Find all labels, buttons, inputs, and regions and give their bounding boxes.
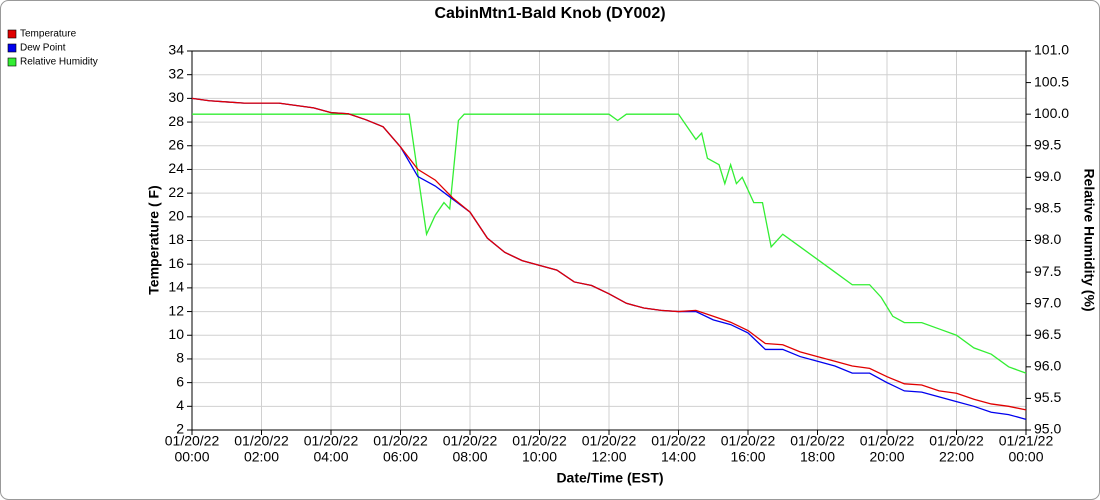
x-tick-label: 01/20/22: [860, 433, 915, 449]
x-tick-label: 01/20/22: [165, 433, 220, 449]
x-tick-label: 01/20/22: [443, 433, 498, 449]
x-tick-label: 18:00: [800, 449, 835, 465]
y-tick-label: 28: [168, 113, 184, 129]
legend-label: Temperature: [20, 29, 77, 40]
x-tick-label: 00:00: [174, 449, 209, 465]
y-tick-label: 16: [168, 255, 184, 271]
y2-tick-label: 100.5: [1034, 73, 1069, 89]
chart-title: CabinMtn1-Bald Knob (DY002): [434, 5, 665, 22]
y-tick-label: 24: [168, 160, 184, 176]
legend-label: Dew Point: [20, 43, 66, 54]
y-tick-label: 12: [168, 302, 184, 318]
x-tick-label: 01/20/22: [512, 433, 567, 449]
x-tick-label: 14:00: [661, 449, 696, 465]
y2-tick-label: 96.5: [1034, 326, 1061, 342]
y2-tick-label: 99.5: [1034, 136, 1061, 152]
y2-tick-label: 95.0: [1034, 421, 1061, 437]
x-tick-label: 08:00: [452, 449, 487, 465]
x-tick-label: 01/20/22: [651, 433, 706, 449]
y-tick-label: 14: [168, 279, 184, 295]
y2-tick-label: 100.0: [1034, 105, 1069, 121]
series-line: [191, 97, 1027, 411]
x-tick-label: 01/20/22: [582, 433, 637, 449]
x-tick-label: 01/20/22: [721, 433, 776, 449]
y-tick-label: 34: [168, 42, 184, 58]
x-tick-label: 10:00: [522, 449, 557, 465]
y-tick-label: 2: [176, 421, 184, 437]
legend-swatch: [7, 29, 17, 39]
x-tick-label: 02:00: [244, 449, 279, 465]
y-tick-label: 30: [168, 89, 184, 105]
y2-tick-label: 95.5: [1034, 389, 1061, 405]
y-tick-label: 6: [176, 373, 184, 389]
y-tick-label: 4: [176, 397, 184, 413]
x-tick-label: 04:00: [313, 449, 348, 465]
y-tick-label: 26: [168, 136, 184, 152]
y-tick-label: 8: [176, 350, 184, 366]
y-tick-label: 10: [168, 326, 184, 342]
x-tick-label: 01/20/22: [790, 433, 845, 449]
y-tick-label: 20: [168, 208, 184, 224]
legend-label: Relative Humidity: [20, 57, 98, 68]
x-tick-label: 06:00: [383, 449, 418, 465]
legend-swatch: [7, 57, 17, 67]
series-line: [192, 113, 1027, 374]
legend-swatch: [7, 43, 17, 53]
x-tick-label: 01/20/22: [304, 433, 359, 449]
x-tick-label: 01/21/22: [999, 433, 1054, 449]
y-tick-label: 22: [168, 184, 184, 200]
x-tick-label: 01/20/22: [234, 433, 289, 449]
y-tick-label: 18: [168, 231, 184, 247]
y2-tick-label: 98.5: [1034, 200, 1061, 216]
y-axis-label: Temperature ( F): [146, 185, 162, 294]
y2-tick-label: 101.0: [1034, 42, 1069, 58]
y2-tick-label: 97.5: [1034, 263, 1061, 279]
y2-tick-label: 98.0: [1034, 231, 1061, 247]
x-tick-label: 01/20/22: [373, 433, 428, 449]
x-axis-label: Date/Time (EST): [556, 470, 663, 486]
x-tick-label: 20:00: [869, 449, 904, 465]
y2-tick-label: 96.0: [1034, 358, 1061, 374]
x-tick-label: 00:00: [1008, 449, 1043, 465]
y2-tick-label: 97.0: [1034, 294, 1061, 310]
x-tick-label: 16:00: [730, 449, 765, 465]
y2-tick-label: 99.0: [1034, 168, 1061, 184]
plot-frame: [191, 50, 1027, 431]
y-tick-label: 32: [168, 65, 184, 81]
x-tick-label: 12:00: [591, 449, 626, 465]
y2-axis-label: Relative Humidity (%): [1081, 168, 1097, 311]
x-tick-label: 22:00: [939, 449, 974, 465]
x-tick-label: 01/20/22: [929, 433, 984, 449]
